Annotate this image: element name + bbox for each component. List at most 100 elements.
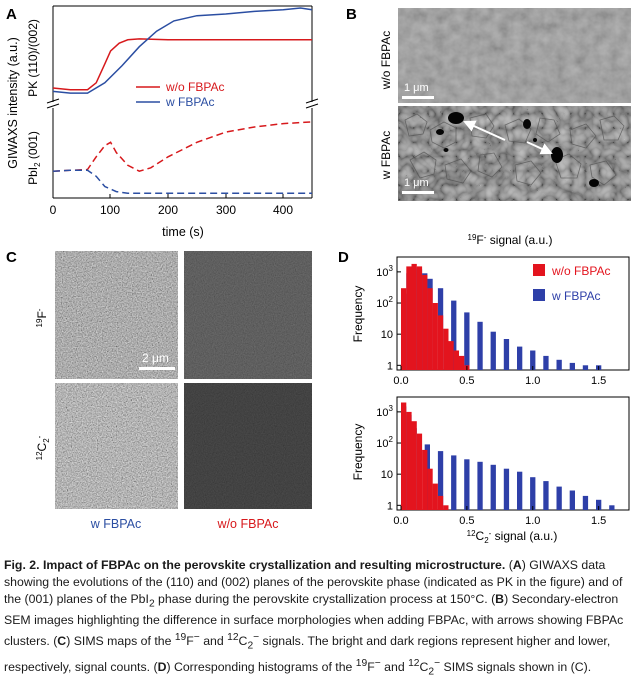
hist-top-ylabel: Frequency [351, 286, 365, 343]
fbpac-cluster [533, 138, 537, 142]
fbpac-cluster [551, 147, 563, 163]
ytick-label: 103 [376, 264, 393, 279]
caption-text: ) SIMS maps of the [66, 634, 175, 649]
sem-scalebar-w: 1 μm [402, 177, 434, 194]
histogram-bar [416, 266, 423, 370]
histogram-bar [569, 362, 575, 370]
ytick-label: 102 [376, 435, 393, 450]
caption-sup: − [253, 632, 260, 644]
caption-sub: 2 [148, 598, 155, 610]
panel-c-row-label-c2: 12C2- [35, 435, 51, 460]
histogram-bar [490, 464, 496, 510]
histogram-bar [503, 339, 510, 370]
fbpac-cluster [589, 179, 599, 187]
series-line [52, 7, 313, 94]
legend-swatch-wo [533, 264, 545, 276]
histogram-bar [422, 274, 428, 370]
isotope-sup: 19 [468, 233, 477, 242]
element: F [476, 233, 483, 247]
panel-c-letter: C [6, 249, 17, 266]
sem-image-w [398, 106, 631, 201]
caption-text: ) GIWAXS data showing the evolutions of … [4, 558, 623, 606]
ytick-label: 10 [381, 329, 393, 341]
panel-c-col-label-w: w FBPAc [90, 517, 141, 531]
caption-sup: − [374, 658, 381, 669]
histogram-bar [543, 481, 549, 510]
xtick-label: 100 [100, 203, 120, 217]
legend-label-wo: w/o FBPAc [165, 80, 224, 94]
histogram-bar [517, 346, 523, 370]
fbpac-cluster [523, 119, 531, 129]
charge: - [35, 308, 44, 311]
caption-text: F [367, 660, 375, 675]
ytick-label: 102 [376, 295, 393, 310]
series-line [52, 38, 312, 91]
fbpac-cluster [448, 112, 464, 124]
histogram-bar [427, 468, 433, 510]
charge: - [489, 529, 492, 538]
ytick-exp: 2 [389, 435, 394, 444]
sims-map-f-wo [184, 251, 312, 379]
hist-bottom-axes [396, 396, 630, 511]
sims-map-f-w [55, 251, 178, 379]
element-sub: 2 [484, 536, 489, 545]
panel-a-xtick-labels: 0 100 200 300 400 [50, 203, 294, 217]
histogram-bar [569, 490, 575, 510]
hist-top-axes [396, 256, 630, 371]
isotope-sup: 12 [467, 529, 476, 538]
caption-ref-d: D [157, 660, 167, 675]
histogram-bar [477, 321, 483, 370]
caption-ref-b: B [495, 592, 505, 606]
caption-text: ) Secondary-electron SEM images highligh… [4, 592, 624, 649]
sem-image-wo [398, 8, 631, 103]
caption-sub: 2 [247, 641, 254, 652]
pbi-plane: (001) [26, 131, 40, 162]
panel-a-legend: w/o FBPAc w FBPAc [136, 80, 224, 109]
histogram-bar [530, 477, 536, 510]
xtick-label: 300 [216, 203, 236, 217]
caption-sup: − [193, 632, 200, 644]
legend-swatch-w [533, 289, 545, 301]
histogram-bar [517, 471, 523, 510]
histogram-bar [427, 288, 433, 370]
panel-a-axes [46, 5, 319, 199]
sims-map-c2-wo [184, 383, 312, 509]
hist-bottom-bars [401, 402, 615, 510]
caption-text: C [419, 660, 429, 675]
fbpac-cluster [443, 148, 449, 152]
histogram-bar [451, 455, 457, 510]
element-sub: 2 [42, 438, 51, 443]
histogram-bar [451, 300, 457, 370]
histogram-bar [556, 486, 562, 510]
xtick-label: 200 [158, 203, 178, 217]
caption-text: ) Corresponding histograms of the [166, 660, 356, 675]
histogram-bar [406, 266, 412, 370]
ytick-exp: 3 [389, 264, 394, 273]
caption-sub: 2 [428, 666, 435, 678]
caption-text: phase during the perovskite crystallizat… [154, 592, 496, 606]
xtick-label: 1.0 [525, 375, 540, 387]
sims-scalebar: 2 μm [139, 351, 175, 370]
scalebar-label: 1 μm [404, 82, 429, 94]
ytick-base: 1 [387, 360, 393, 372]
panel-c-col-label-wo: w/o FBPAc [217, 517, 279, 531]
histogram-bar [422, 449, 428, 510]
hist-bottom-ylabel: Frequency [351, 424, 365, 481]
histogram-bar [477, 461, 483, 510]
histogram-bar [464, 459, 470, 510]
caption-ref-c: C [57, 634, 67, 649]
histogram-bar [464, 312, 470, 370]
histogram-bar [437, 495, 444, 510]
panel-a-ylabel-bottom: PbI2 (001) [26, 131, 42, 185]
ytick-base: 10 [376, 438, 388, 450]
arrow-indicator [463, 120, 506, 141]
xtick-label: 1.5 [591, 515, 606, 527]
caption-text: and [199, 634, 228, 649]
legend-label-w: w FBPAc [165, 95, 214, 109]
ytick-base: 10 [376, 267, 388, 279]
sims-map-c2-w [55, 383, 178, 509]
ytick-label: 1 [387, 500, 393, 512]
panel-a-xlabel: time (s) [162, 225, 204, 239]
ytick-exp: 2 [389, 295, 394, 304]
